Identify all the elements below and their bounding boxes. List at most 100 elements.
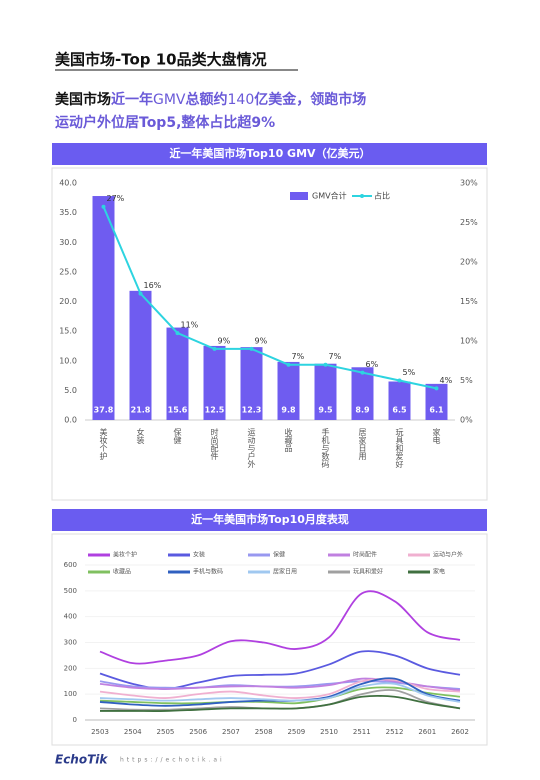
x-tick-label: 2601 (418, 728, 436, 736)
legend-label: 保健 (273, 551, 285, 559)
data-label: 16% (144, 281, 162, 290)
data-label: 21.8 (131, 406, 151, 415)
y-tick-label: 300 (64, 639, 77, 647)
y-tick-label: 10.0 (59, 356, 77, 365)
data-label: 6% (366, 360, 379, 369)
line-point (323, 362, 328, 367)
y-tick-label: 0 (73, 716, 77, 724)
y2-tick-label: 25% (460, 218, 478, 227)
line (102, 206, 437, 390)
headline-segment: 近一年 (111, 91, 153, 108)
legend-label: GMV合计 (312, 191, 347, 201)
y-tick-label: 0.0 (64, 416, 77, 425)
y-tick-label: 30.0 (59, 238, 77, 247)
line-point (360, 370, 365, 375)
y-tick-label: 35.0 (59, 208, 77, 217)
data-label: 6.1 (429, 406, 444, 415)
bar (277, 361, 300, 420)
line-point (286, 362, 291, 367)
data-label: 6.5 (392, 406, 407, 415)
x-tick-label: 2510 (320, 728, 338, 736)
y-tick-label: 400 (64, 613, 77, 621)
legend-dot (360, 194, 364, 198)
legend-label: 时尚配件 (353, 551, 377, 559)
line-point (175, 331, 180, 336)
headline-segment: 亿美金，领跑市场 (254, 91, 366, 108)
line (99, 686, 461, 705)
x-tick-label: 2508 (255, 728, 273, 736)
headline: 运动户外位居Top5,整体占比超9% (55, 114, 275, 131)
data-label: 12.3 (242, 406, 262, 415)
data-label: 11% (181, 321, 199, 330)
headline-segment: 9% (251, 115, 275, 131)
line-point (249, 346, 254, 351)
data-label: 9.8 (281, 406, 296, 415)
line-point (138, 291, 143, 296)
line-point (212, 346, 217, 351)
chart-frame (51, 533, 488, 746)
y2-tick-label: 15% (460, 297, 478, 306)
legend-label: 居家日用 (273, 568, 297, 576)
data-label: 7% (292, 352, 305, 361)
y-tick-label: 25.0 (59, 267, 77, 276)
line (99, 590, 461, 665)
data-label: 4% (440, 376, 453, 385)
x-tick-label: 家电 (432, 427, 441, 444)
headline-segment: Top5, (139, 115, 181, 131)
x-tick-label: 2506 (189, 728, 207, 736)
bar (351, 367, 374, 420)
chart-header (52, 509, 487, 531)
legend-label: 占比 (374, 191, 390, 201)
x-tick-label: 收藏品 (284, 427, 293, 453)
headline-segment: 整体占比超 (180, 114, 252, 131)
headline-segment: 总额约 (186, 91, 228, 108)
x-tick-label: 2509 (287, 728, 305, 736)
data-label: 15.6 (168, 406, 188, 415)
y2-tick-label: 0% (460, 416, 473, 425)
y-tick-label: 600 (64, 561, 77, 569)
y-tick-label: 200 (64, 664, 77, 672)
bar (166, 327, 189, 420)
x-tick-label: 2511 (353, 728, 371, 736)
chart-title: 近一年美国市场Top10月度表现 (191, 512, 349, 526)
y2-tick-label: 20% (460, 258, 478, 267)
x-tick-label: 居家日用 (358, 428, 367, 461)
data-label: 9.5 (318, 406, 333, 415)
bar (203, 345, 226, 420)
line (99, 682, 461, 703)
x-tick-label: 保健 (173, 427, 182, 445)
y2-tick-label: 10% (460, 337, 478, 346)
data-label: 37.8 (94, 406, 114, 415)
x-tick-label: 2503 (91, 728, 109, 736)
x-tick-label: 女装 (136, 427, 145, 445)
data-label: 5% (403, 368, 416, 377)
legend-label: 收藏品 (113, 568, 131, 576)
x-tick-label: 2602 (451, 728, 469, 736)
x-tick-label: 美妆个护 (99, 427, 108, 461)
bar (240, 347, 263, 420)
legend-label: 玩具和爱好 (353, 568, 383, 576)
x-tick-label: 玩具和爱好 (395, 428, 404, 469)
legend-swatch (290, 192, 308, 200)
headline-segment: 美国市场 (55, 91, 111, 108)
legend-label: 手机与数码 (193, 568, 223, 576)
bar (388, 381, 411, 420)
line-point (434, 386, 439, 391)
legend-label: 美妆个护 (113, 551, 137, 559)
line-point (397, 378, 402, 383)
legend-label: 女装 (193, 551, 205, 559)
y-tick-label: 5.0 (64, 386, 77, 395)
legend-label: 运动与户外 (433, 551, 463, 559)
chart-title: 近一年美国市场Top10 GMV（亿美元） (169, 146, 370, 160)
line-point (101, 204, 106, 209)
line (99, 677, 461, 707)
bar (425, 383, 448, 420)
y-tick-label: 500 (64, 587, 77, 595)
bar (92, 196, 115, 420)
data-label: 9% (255, 336, 268, 345)
data-label: 7% (329, 352, 342, 361)
headline-segment: 运动户外位居 (55, 114, 139, 131)
y-tick-label: 100 (64, 690, 77, 698)
